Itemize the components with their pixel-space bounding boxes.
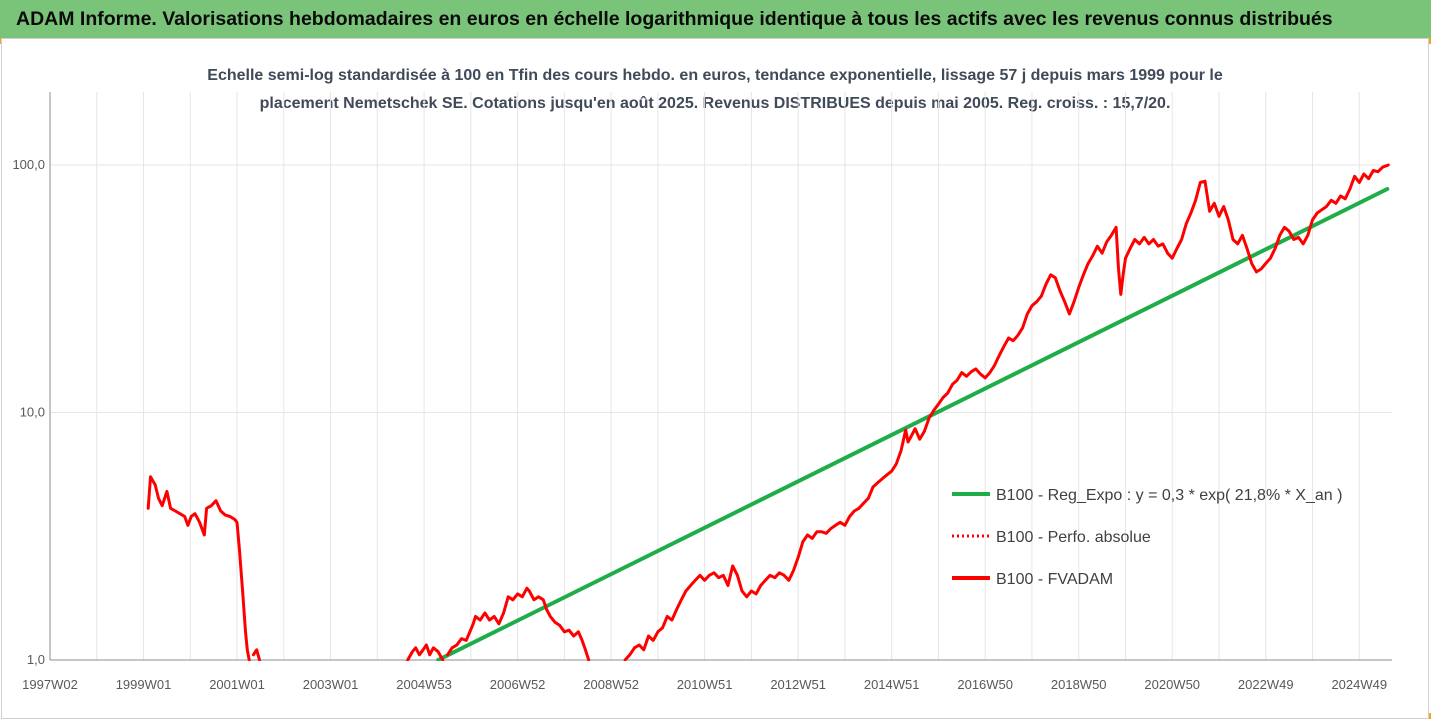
grid-lines [49,92,1392,660]
y-tick-label: 100,0 [12,157,45,172]
legend: B100 - Reg_Expo : y = 0,3 * exp( 21,8% *… [952,487,1342,588]
x-tick-label: 2004W53 [396,677,452,692]
x-tick-label: 2024W49 [1331,677,1387,692]
chart-title-line-2: placement Nemetschek SE. Cotations jusqu… [259,95,1171,112]
x-tick-label: 2010W51 [677,677,733,692]
y-tick-label: 1,0 [27,652,45,667]
x-tick-label: 2014W51 [864,677,920,692]
x-tick-label: 2008W52 [583,677,639,692]
legend-label: B100 - Perfo. absolue [996,529,1151,546]
x-tick-label: 2018W50 [1051,677,1107,692]
axes [49,92,1392,661]
fvadam-line [446,586,591,661]
fvadam-line [251,648,261,661]
chart-title-line-1: Echelle semi-log standardisée à 100 en T… [207,67,1223,84]
x-tick-label: 2012W51 [770,677,826,692]
tick-labels: 1,0 10,0 100,0 1997W02 1999W01 2001W01 2003W01… [12,157,1387,692]
y-tick-label: 10,0 [20,405,45,420]
report-title: ADAM Informe. Valorisations hebdomadaire… [16,8,1333,30]
legend-label: B100 - Reg_Expo : y = 0,3 * exp( 21,8% *… [996,487,1342,504]
chart-title: Echelle semi-log standardisée à 100 en T… [130,62,1300,118]
series-lines [146,163,1390,661]
fvadam-line [146,475,251,661]
fvadam-line [406,643,445,661]
chart-frame [1,38,1429,719]
x-tick-label: 2003W01 [303,677,359,692]
x-tick-label: 1999W01 [116,677,172,692]
x-tick-label: 1997W02 [22,677,78,692]
report-banner: ADAM Informe. Valorisations hebdomadaire… [0,0,1431,38]
x-tick-label: 2016W50 [957,677,1013,692]
x-tick-label: 2020W50 [1144,677,1200,692]
legend-label: B100 - FVADAM [996,571,1113,588]
x-tick-label: 2006W52 [490,677,546,692]
x-tick-label: 2001W01 [209,677,265,692]
trend-line [436,187,1390,661]
x-tick-label: 2022W49 [1238,677,1294,692]
fvadam-line [623,163,1390,661]
